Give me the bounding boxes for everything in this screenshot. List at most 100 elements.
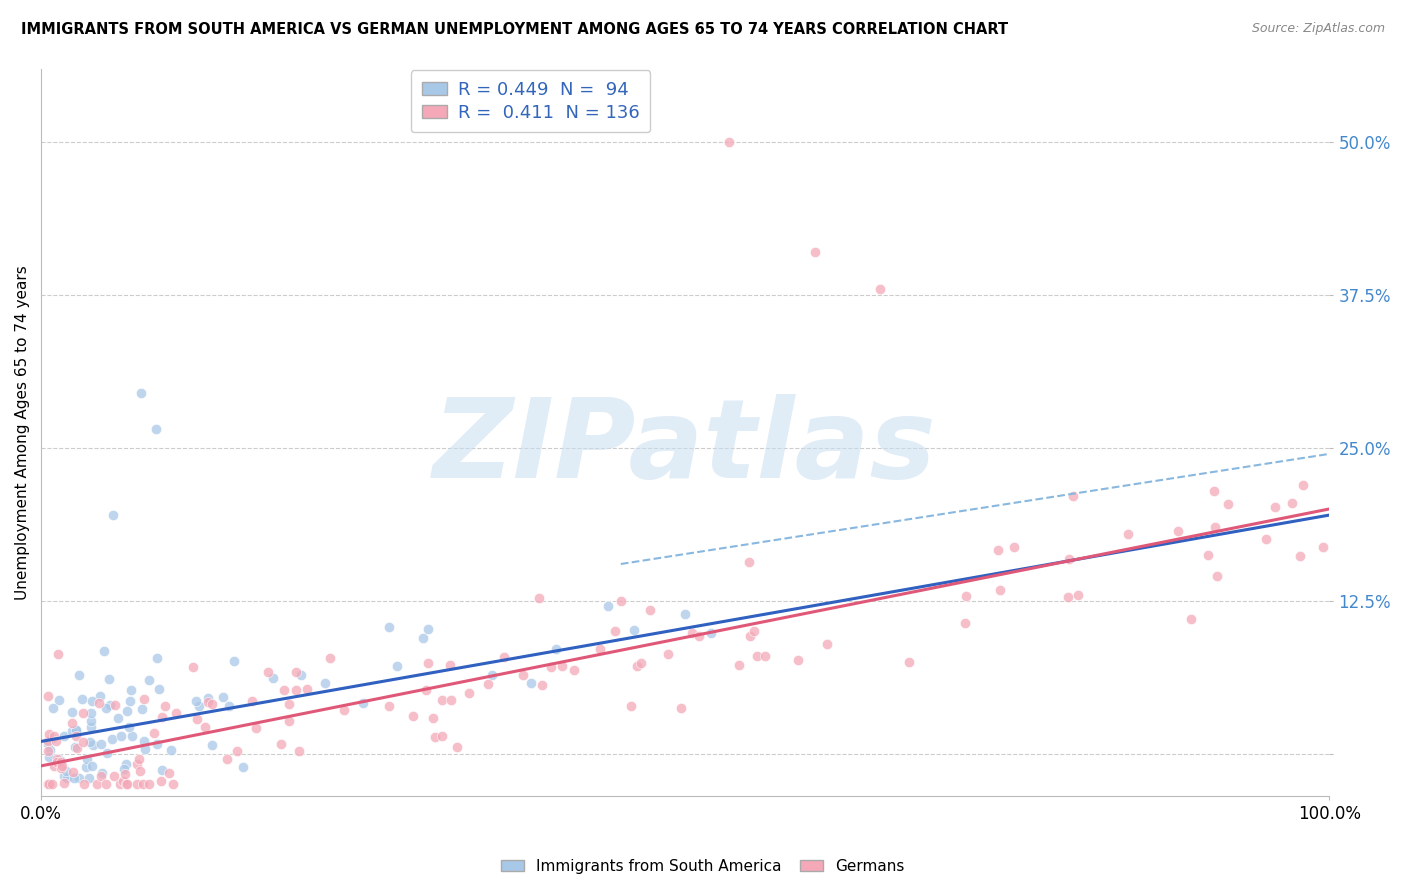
Point — [562, 663, 585, 677]
Point — [297, 682, 319, 697]
Point — [423, 730, 446, 744]
Point — [700, 626, 723, 640]
Point — [38, 743, 60, 757]
Point — [669, 700, 692, 714]
Point — [162, 777, 184, 791]
Point — [1002, 540, 1025, 554]
Point — [640, 603, 662, 617]
Point — [1057, 591, 1080, 605]
Point — [55, 764, 77, 778]
Point — [94, 700, 117, 714]
Point — [90, 737, 112, 751]
Point — [262, 672, 284, 686]
Point — [481, 668, 503, 682]
Point — [1281, 495, 1303, 509]
Point — [90, 769, 112, 783]
Point — [184, 694, 207, 708]
Point — [53, 729, 76, 743]
Point — [458, 686, 481, 700]
Point — [278, 697, 301, 711]
Point — [150, 710, 173, 724]
Point — [37, 777, 59, 791]
Point — [412, 631, 434, 645]
Point — [747, 648, 769, 663]
Point — [402, 709, 425, 723]
Point — [150, 774, 173, 789]
Point — [1197, 548, 1219, 562]
Point — [988, 582, 1011, 597]
Point — [150, 763, 173, 777]
Point — [80, 759, 103, 773]
Point — [160, 742, 183, 756]
Point — [430, 692, 453, 706]
Point — [75, 760, 97, 774]
Point — [53, 769, 76, 783]
Point — [1254, 532, 1277, 546]
Point — [519, 676, 541, 690]
Point — [432, 730, 454, 744]
Point — [108, 777, 131, 791]
Point — [49, 754, 72, 768]
Point — [132, 692, 155, 706]
Point — [89, 689, 111, 703]
Point — [60, 716, 83, 731]
Point — [114, 766, 136, 780]
Point — [112, 774, 135, 789]
Point — [145, 422, 167, 436]
Point — [37, 777, 59, 791]
Legend: Immigrants from South America, Germans: Immigrants from South America, Germans — [495, 853, 911, 880]
Point — [153, 699, 176, 714]
Point — [138, 777, 160, 791]
Point — [118, 720, 141, 734]
Point — [134, 733, 156, 747]
Point — [127, 756, 149, 771]
Point — [131, 777, 153, 791]
Point — [1180, 612, 1202, 626]
Point — [65, 723, 87, 737]
Point — [224, 654, 246, 668]
Point — [96, 746, 118, 760]
Point — [121, 729, 143, 743]
Point — [416, 622, 439, 636]
Point — [387, 659, 409, 673]
Point — [67, 771, 90, 785]
Point — [118, 694, 141, 708]
Point — [494, 650, 516, 665]
Point — [72, 735, 94, 749]
Point — [53, 775, 76, 789]
Point — [630, 656, 652, 670]
Point — [115, 777, 138, 791]
Point — [1204, 520, 1226, 534]
Point — [37, 689, 59, 703]
Point — [290, 668, 312, 682]
Point — [623, 623, 645, 637]
Point — [82, 694, 104, 708]
Point — [688, 629, 710, 643]
Point — [110, 729, 132, 743]
Point — [512, 668, 534, 682]
Point — [146, 737, 169, 751]
Point — [727, 657, 749, 672]
Point — [605, 624, 627, 639]
Point — [148, 682, 170, 697]
Point — [48, 693, 70, 707]
Point — [415, 682, 437, 697]
Point — [86, 777, 108, 791]
Point — [786, 653, 808, 667]
Point — [37, 744, 59, 758]
Point — [114, 762, 136, 776]
Point — [211, 690, 233, 705]
Point — [1292, 478, 1315, 492]
Point — [51, 761, 73, 775]
Point — [45, 751, 67, 765]
Point — [89, 696, 111, 710]
Point — [51, 755, 73, 769]
Point — [41, 701, 63, 715]
Text: ZIPatlas: ZIPatlas — [433, 393, 938, 500]
Point — [197, 695, 219, 709]
Point — [41, 731, 63, 746]
Text: Source: ZipAtlas.com: Source: ZipAtlas.com — [1251, 22, 1385, 36]
Point — [620, 698, 643, 713]
Point — [62, 723, 84, 738]
Point — [62, 765, 84, 780]
